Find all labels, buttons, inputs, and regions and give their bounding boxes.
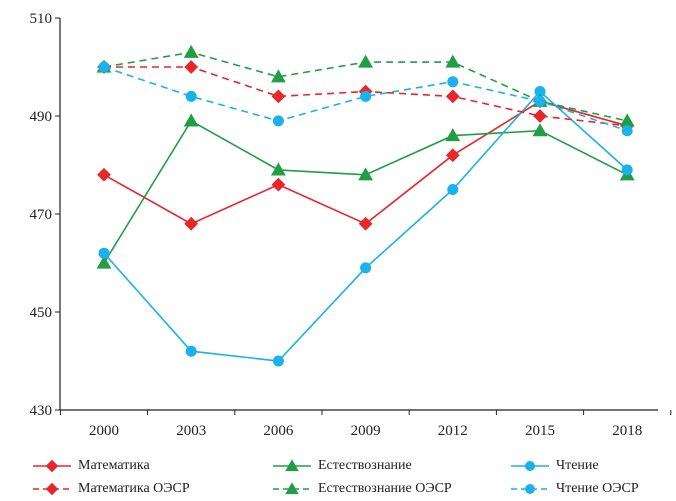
data-point (525, 484, 535, 494)
data-point (285, 459, 299, 472)
legend-swatch (33, 482, 71, 496)
data-point (445, 89, 460, 104)
data-point (183, 44, 199, 58)
data-point (272, 355, 284, 367)
legend-swatch (511, 461, 549, 471)
legend-label: Чтение ОЭСР (556, 481, 639, 496)
data-point (270, 69, 286, 83)
data-point (272, 115, 284, 127)
data-point (271, 89, 286, 104)
legend-label: Чтение (556, 458, 599, 473)
data-point (447, 76, 459, 88)
x-tick-label: 2018 (612, 423, 642, 439)
line-chart: 430 450 470 490 510 2000 2003 2006 2009 2012 2015 2… (30, 11, 672, 439)
y-tick-label: 450 (30, 305, 53, 321)
data-point (98, 61, 110, 73)
data-point (358, 167, 374, 181)
x-tick-label: 2009 (351, 423, 381, 439)
y-tick-label: 470 (30, 207, 53, 223)
y-tick-label: 510 (30, 11, 53, 27)
data-point (445, 128, 461, 142)
data-point (185, 90, 197, 102)
data-point (185, 345, 197, 357)
series-6 (98, 61, 633, 137)
series-5 (98, 86, 633, 367)
series-line (103, 100, 628, 225)
data-point (184, 60, 199, 74)
series-1 (97, 94, 635, 231)
legend-item: Математика (32, 456, 150, 476)
data-point (285, 482, 299, 495)
x-tick-label: 2015 (525, 423, 555, 439)
data-point (534, 86, 546, 97)
legend-label: Математика ОЭСР (78, 481, 190, 496)
legend-label: Математика (78, 458, 150, 473)
y-tick-label: 430 (30, 403, 53, 419)
series-layer (96, 44, 635, 367)
legend-item: Чтение (510, 456, 599, 476)
legend-item: Естествознание (272, 456, 412, 476)
data-point (360, 262, 372, 274)
legend-swatch (511, 484, 549, 494)
data-point (534, 95, 546, 107)
legend: Математика Естествознание Чтение Математика… (0, 452, 676, 501)
data-point (619, 113, 635, 127)
data-point (183, 113, 199, 127)
legend-swatch (273, 482, 311, 495)
x-tick-label: 2000 (89, 423, 119, 439)
x-tick-label: 2012 (438, 423, 468, 439)
legend-item: Естествознание ОЭСР (272, 479, 452, 499)
data-point (445, 148, 460, 163)
data-point (98, 247, 110, 259)
legend-item: Чтение ОЭСР (510, 479, 639, 499)
y-tick-label: 490 (30, 109, 53, 125)
legend-item: Математика ОЭСР (32, 479, 190, 499)
data-point (532, 123, 548, 137)
x-tick-label: 2006 (263, 423, 294, 439)
series-line (103, 119, 628, 264)
data-point (533, 109, 547, 123)
data-point (621, 164, 633, 176)
series-3 (96, 113, 635, 269)
legend-swatch (33, 459, 71, 473)
legend-label: Естествознание ОЭСР (318, 481, 452, 496)
data-point (621, 125, 633, 137)
data-point (45, 482, 59, 496)
axes: 430 450 470 490 510 2000 2003 2006 2009 2012 2015 2… (30, 11, 672, 439)
data-point (45, 459, 59, 473)
data-point (525, 461, 535, 471)
x-tick-label: 2003 (176, 423, 206, 439)
data-point (271, 177, 286, 192)
data-point (447, 184, 459, 195)
data-point (270, 162, 286, 176)
data-point (360, 90, 372, 102)
legend-swatch (273, 459, 311, 472)
data-point (97, 167, 111, 182)
data-point (358, 54, 374, 68)
data-point (96, 255, 112, 269)
data-point (445, 54, 461, 68)
data-point (358, 216, 373, 231)
data-point (184, 216, 199, 231)
legend-label: Естествознание (318, 458, 412, 473)
